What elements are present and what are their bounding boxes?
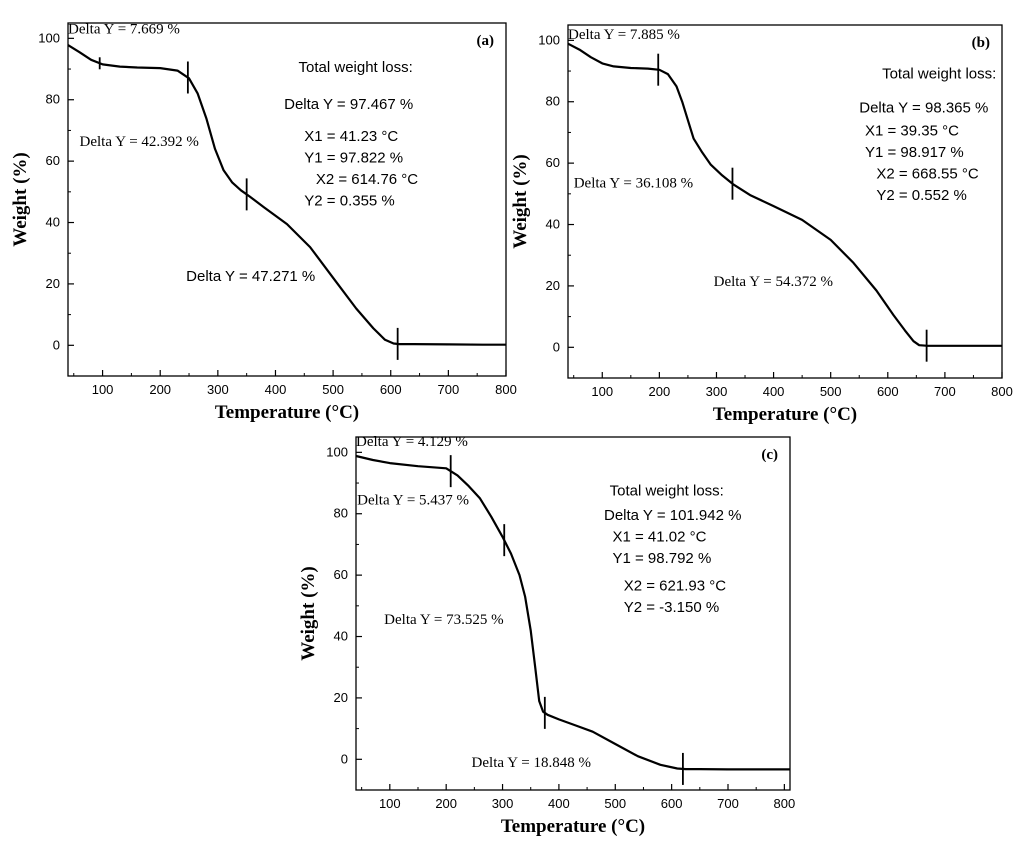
y-tick-label: 0 bbox=[341, 751, 348, 766]
panel-b: 100 200 300 400 500 600 700 800 0 20 40 60 80 100 Temp… bbox=[510, 24, 1013, 425]
annotation-text: Delta Y = 36.108 % bbox=[574, 176, 693, 192]
y-tick-label: 100 bbox=[326, 444, 348, 459]
y-tick-label: 20 bbox=[546, 278, 560, 293]
panel-a: 100 200 300 400 500 600 700 800 0 20 40 60 80 100 Temp… bbox=[10, 22, 517, 423]
annotation-text: Delta Y = 101.942 % bbox=[604, 507, 741, 524]
y-tick-label: 20 bbox=[334, 690, 348, 705]
x-tick-label: 200 bbox=[435, 796, 457, 811]
annotation-text: Delta Y = 73.525 % bbox=[384, 612, 503, 628]
annotation-text: Delta Y = 47.271 % bbox=[186, 268, 315, 285]
annotation-text: Total weight loss: bbox=[299, 59, 413, 76]
x-tick-label: 700 bbox=[717, 796, 739, 811]
annotation-text: Y2 = -3.150 % bbox=[624, 599, 719, 616]
x-tick-label: 400 bbox=[763, 384, 785, 399]
y-axis-label: Weight (%) bbox=[10, 152, 31, 246]
x-axis-label: Temperature (°C) bbox=[215, 402, 359, 423]
x-tick-label: 600 bbox=[877, 384, 899, 399]
y-tick-label: 60 bbox=[46, 153, 60, 168]
x-tick-label: 700 bbox=[934, 384, 956, 399]
annotation-text: Delta Y = 18.848 % bbox=[472, 755, 591, 771]
x-tick-label: 400 bbox=[548, 796, 570, 811]
y-tick-label: 100 bbox=[38, 30, 60, 45]
annotation-text: Y2 = 0.552 % bbox=[876, 187, 966, 204]
annotation-text: Delta Y = 97.467 % bbox=[284, 96, 413, 113]
annotation-text: Delta Y = 7.885 % bbox=[568, 27, 680, 43]
x-tick-label: 200 bbox=[649, 384, 671, 399]
annotation-text: Delta Y = 98.365 % bbox=[859, 99, 988, 116]
annotation-text: X2 = 668.55 °C bbox=[876, 165, 978, 182]
x-tick-label: 800 bbox=[774, 796, 796, 811]
x-tick-label: 800 bbox=[495, 382, 517, 397]
y-tick-label: 80 bbox=[334, 506, 348, 521]
annotation-text: Delta Y = 5.437 % bbox=[357, 493, 469, 509]
panel-c: 100 200 300 400 500 600 700 800 0 20 40 60 80 100 Temp… bbox=[298, 434, 795, 837]
annotation-text: Y1 = 97.822 % bbox=[304, 150, 403, 167]
panel-label: (b) bbox=[972, 35, 990, 51]
x-tick-label: 400 bbox=[265, 382, 287, 397]
annotation-text: X1 = 39.35 °C bbox=[865, 123, 959, 140]
y-tick-label: 0 bbox=[53, 337, 60, 352]
tga-curve bbox=[567, 42, 1002, 347]
x-tick-label: 500 bbox=[604, 796, 626, 811]
annotation-text: Total weight loss: bbox=[882, 66, 996, 83]
x-tick-label: 100 bbox=[92, 382, 114, 397]
annotation-text: Delta Y = 54.372 % bbox=[714, 274, 833, 290]
x-tick-label: 100 bbox=[591, 384, 613, 399]
annotation-text: Delta Y = 42.392 % bbox=[80, 134, 199, 150]
y-tick-label: 100 bbox=[538, 32, 560, 47]
y-axis-label: Weight (%) bbox=[298, 566, 319, 660]
panel-label: (c) bbox=[761, 447, 778, 463]
x-tick-label: 500 bbox=[322, 382, 344, 397]
plot-frame bbox=[567, 24, 1003, 379]
y-tick-label: 0 bbox=[553, 339, 560, 354]
y-tick-label: 40 bbox=[546, 217, 560, 232]
x-tick-label: 700 bbox=[438, 382, 460, 397]
x-axis-label: Temperature (°C) bbox=[713, 404, 857, 425]
annotation-text: Delta Y = 4.129 % bbox=[356, 434, 468, 450]
annotation-text: Y1 = 98.917 % bbox=[865, 144, 964, 161]
y-tick-label: 80 bbox=[546, 94, 560, 109]
annotation-text: X2 = 614.76 °C bbox=[316, 171, 418, 188]
y-tick-label: 80 bbox=[46, 92, 60, 107]
x-tick-label: 500 bbox=[820, 384, 842, 399]
y-tick-label: 60 bbox=[334, 567, 348, 582]
annotation-text: X1 = 41.23 °C bbox=[304, 128, 398, 145]
y-tick-label: 40 bbox=[334, 629, 348, 644]
x-tick-label: 300 bbox=[706, 384, 728, 399]
x-tick-label: 300 bbox=[492, 796, 514, 811]
panel-label: (a) bbox=[477, 33, 495, 49]
y-tick-label: 40 bbox=[46, 215, 60, 230]
y-axis-label: Weight (%) bbox=[510, 154, 531, 248]
tga-curve bbox=[67, 44, 506, 346]
y-tick-label: 20 bbox=[46, 276, 60, 291]
annotation-text: X2 = 621.93 °C bbox=[624, 577, 726, 594]
y-tick-label: 60 bbox=[546, 155, 560, 170]
annotation-text: Y2 = 0.355 % bbox=[304, 193, 394, 210]
annotation-text: X1 = 41.02 °C bbox=[612, 528, 706, 545]
tga-curve bbox=[355, 454, 790, 771]
x-tick-label: 800 bbox=[991, 384, 1013, 399]
x-tick-label: 600 bbox=[661, 796, 683, 811]
annotation-text: Y1 = 98.792 % bbox=[612, 550, 711, 567]
annotation-text: Delta Y = 7.669 % bbox=[68, 22, 180, 38]
x-tick-label: 100 bbox=[379, 796, 401, 811]
x-axis-label: Temperature (°C) bbox=[501, 816, 645, 837]
annotation-text: Total weight loss: bbox=[610, 482, 724, 499]
x-tick-label: 300 bbox=[207, 382, 229, 397]
x-tick-label: 600 bbox=[380, 382, 402, 397]
plot-frame bbox=[67, 22, 507, 377]
x-tick-label: 200 bbox=[149, 382, 171, 397]
plot-frame bbox=[355, 436, 791, 791]
